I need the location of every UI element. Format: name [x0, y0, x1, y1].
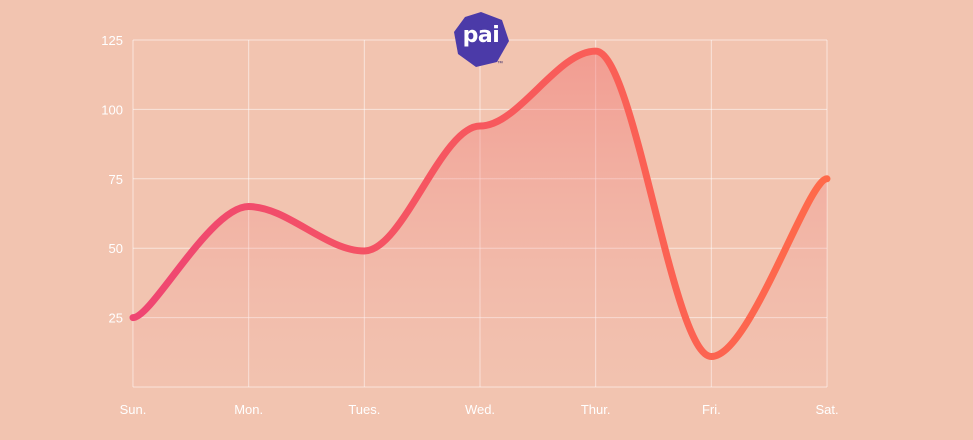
- logo-text: pai: [462, 23, 500, 48]
- area-fill: [133, 51, 827, 387]
- y-tick-label: 50: [109, 241, 123, 256]
- y-tick-label: 25: [109, 311, 123, 326]
- pai-logo: pai ™: [452, 10, 514, 72]
- x-tick-label: Tues.: [348, 402, 380, 417]
- y-tick-label: 75: [109, 172, 123, 187]
- trademark-mark: ™: [497, 61, 503, 67]
- x-tick-label: Fri.: [702, 402, 721, 417]
- series-line: [129, 47, 831, 360]
- x-tick-label: Sun.: [120, 402, 147, 417]
- x-tick-label: Sat.: [815, 402, 838, 417]
- y-tick-label: 125: [101, 33, 123, 48]
- y-axis-tick-labels: 25 50 75 100 125: [101, 33, 123, 326]
- series-line-layer: [129, 47, 831, 360]
- x-axis-tick-labels: Sun. Mon. Tues. Wed. Thur. Fri. Sat.: [120, 402, 839, 417]
- x-tick-label: Mon.: [234, 402, 263, 417]
- x-tick-label: Wed.: [465, 402, 495, 417]
- y-tick-label: 100: [101, 102, 123, 117]
- x-tick-label: Thur.: [581, 402, 611, 417]
- area-fill-layer: [133, 51, 827, 387]
- logo-badge-icon: [454, 12, 509, 67]
